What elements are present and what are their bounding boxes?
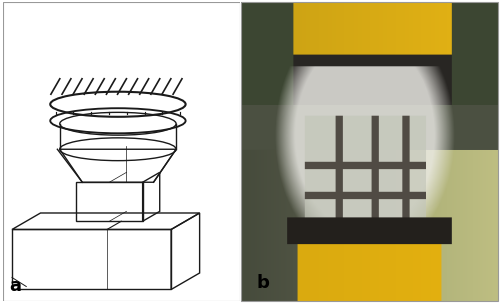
Text: a: a: [10, 278, 22, 295]
Text: b: b: [256, 275, 270, 292]
